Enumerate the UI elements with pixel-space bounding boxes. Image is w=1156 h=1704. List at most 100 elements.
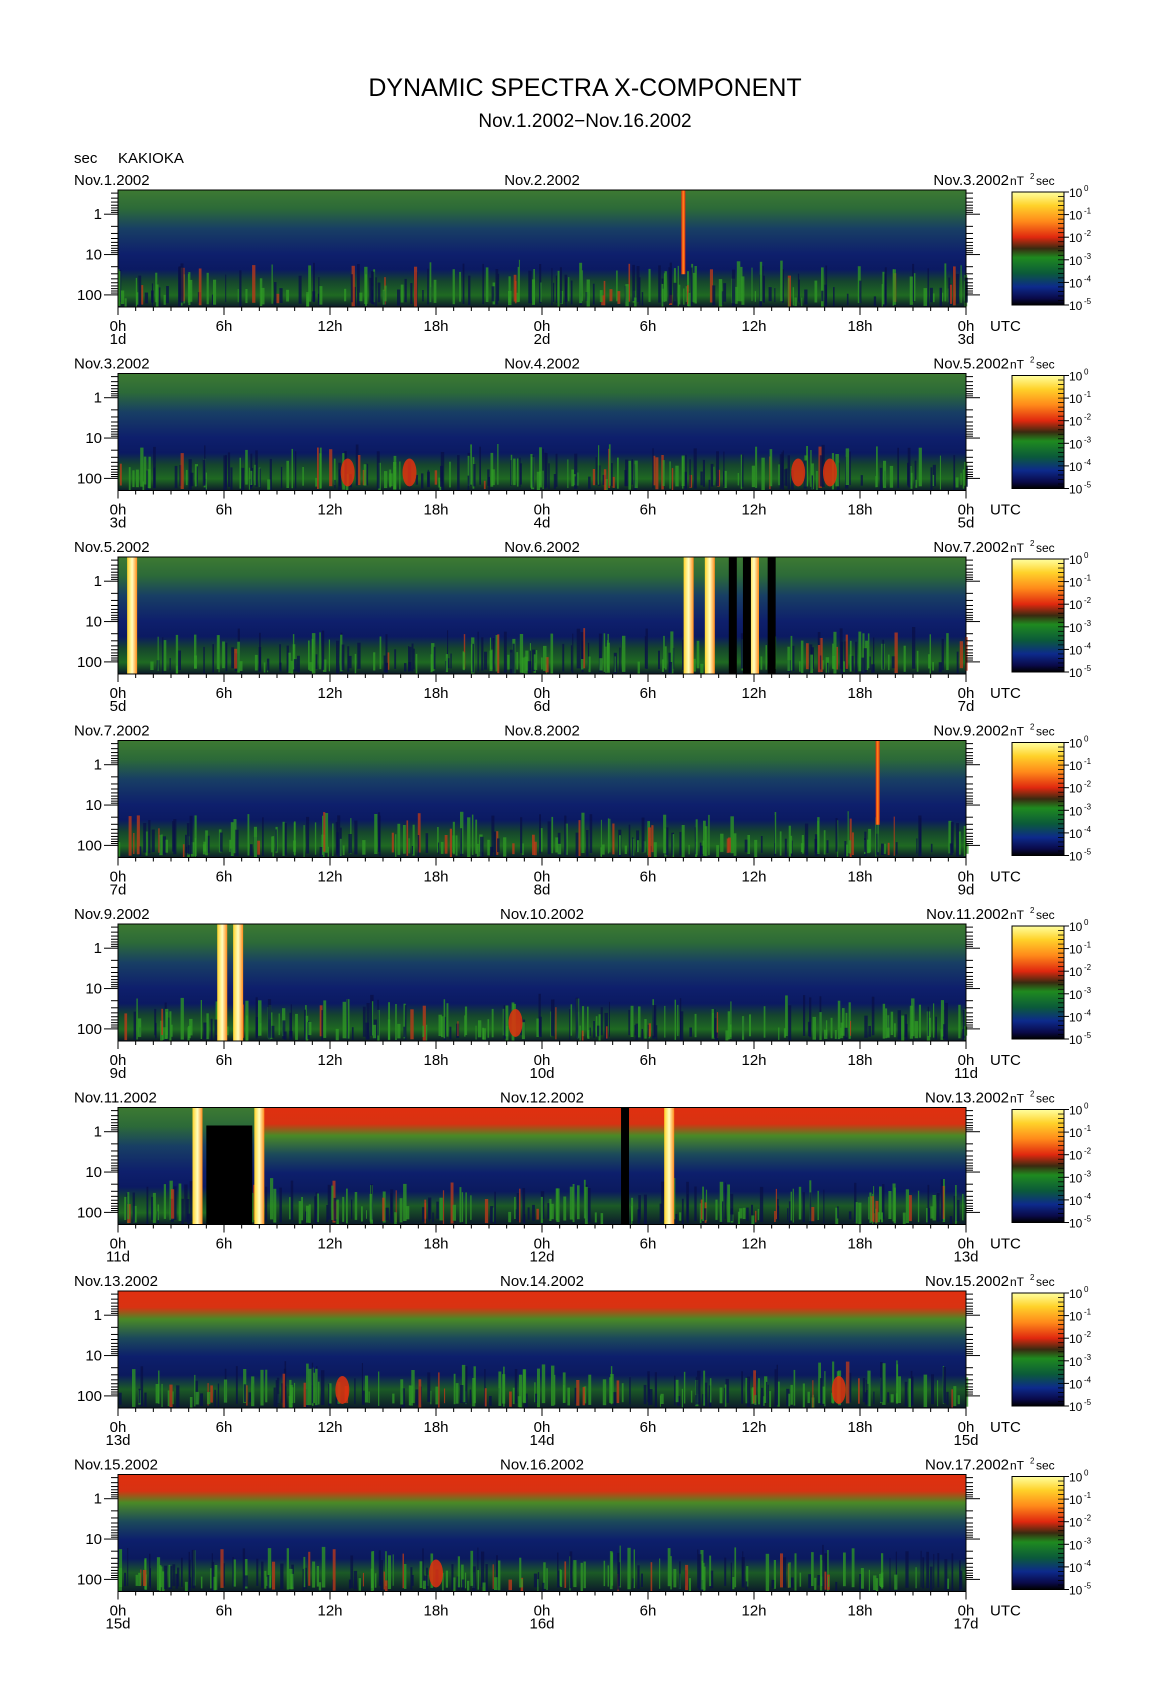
colorbar-tick-exp: 0: [1084, 368, 1089, 377]
y-tick-label: 10: [85, 1531, 102, 1548]
y-axis-panel-8: 1 10 100: [77, 1477, 980, 1588]
colorbar-tick-exp: 0: [1084, 918, 1089, 927]
y-axis-panel-6: 1 10 100: [77, 1110, 980, 1221]
x-tick-label: 12h: [317, 1236, 342, 1253]
noise-texture: [124, 993, 968, 1041]
colorbar-tick-base: 10: [1069, 621, 1083, 635]
colorbar-tick-exp: -1: [1084, 941, 1092, 950]
colorbar-tick-base: 10: [1069, 965, 1083, 979]
x-tick-label: 12h: [317, 502, 342, 519]
colorbar-tick-exp: 0: [1084, 551, 1089, 560]
y-tick-label: 100: [77, 287, 102, 304]
colorbar-tick-base: 10: [1069, 231, 1083, 245]
x-tick-label: 12h: [317, 1419, 342, 1436]
x-tick-label: 18h: [423, 1052, 448, 1069]
spectrogram-panel-2: [117, 373, 968, 491]
svg-text:2: 2: [1030, 723, 1035, 732]
panel-5-start-date: Nov.9.2002: [74, 906, 150, 923]
panel-6-start-date: Nov.11.2002: [74, 1090, 157, 1107]
x-tick-label: 6h: [216, 1052, 233, 1069]
spectrogram-panel-4: [117, 740, 969, 858]
x-tick-label: 12h: [317, 1052, 342, 1069]
colorbar-tick-base: 10: [1069, 276, 1083, 290]
x-tick-label: 18h: [423, 502, 448, 519]
spectrogram-background: [118, 190, 966, 307]
y-tick-label: 1: [94, 757, 102, 774]
colorbar-tick-base: 10: [1069, 920, 1083, 934]
x-tick-label: 18h: [423, 318, 448, 335]
colorbar-tick-exp: -3: [1084, 1169, 1092, 1178]
panel-7-start-date: Nov.13.2002: [74, 1273, 158, 1290]
x-tick-label: 0h: [110, 1052, 127, 1069]
spectral-event-storm: [192, 1107, 203, 1225]
spectrogram-panel-8: [117, 1474, 967, 1592]
colorbar-tick-base: 10: [1069, 415, 1083, 429]
x-axis-label: UTC: [990, 502, 1021, 519]
day-label: 11d: [106, 1249, 130, 1266]
colorbar-tick-base: 10: [1069, 1584, 1083, 1598]
panel-8-mid-date: Nov.16.2002: [500, 1457, 584, 1474]
day-label: 3d: [110, 515, 127, 532]
x-tick-label: 12h: [741, 1603, 766, 1620]
noise-texture: [118, 1544, 963, 1592]
day-label: 13d: [953, 1249, 978, 1266]
x-tick-label: 0h: [958, 869, 975, 886]
colorbar-tick-base: 10: [1069, 1355, 1083, 1369]
colorbar-tick-base: 10: [1069, 1561, 1083, 1575]
day-label: 4d: [534, 515, 551, 532]
noise-texture: [118, 1360, 969, 1408]
day-label: 12d: [529, 1249, 554, 1266]
svg-text:2: 2: [1030, 356, 1035, 365]
colorbar-tick-exp: -3: [1084, 1353, 1092, 1362]
svg-text:sec: sec: [1036, 358, 1055, 372]
x-axis-panel-1: 0h 6h 12h 18h 0h 6h 12h 18h 0h UTC 1d 2d 3d: [110, 307, 1021, 348]
x-tick-label: 6h: [216, 318, 233, 335]
svg-text:sec: sec: [1036, 725, 1055, 739]
colorbar-tick-exp: 0: [1084, 1285, 1089, 1294]
panel-1-start-date: Nov.1.2002: [74, 172, 150, 189]
colorbar-tick-exp: -4: [1084, 1008, 1092, 1017]
colorbar-tick-base: 10: [1069, 666, 1083, 680]
colorbar-tick-base: 10: [1069, 392, 1083, 406]
colorbar-tick-base: 10: [1069, 553, 1083, 567]
spectral-event-spike: [681, 190, 686, 275]
x-tick-label: 0h: [958, 502, 975, 519]
x-tick-label: 18h: [423, 685, 448, 702]
colorbar-tick-base: 10: [1069, 1400, 1083, 1414]
colorbar-tick-exp: -4: [1084, 1192, 1092, 1201]
y-tick-label: 100: [77, 1388, 102, 1405]
panel-2-end-date: Nov.5.2002: [933, 356, 1009, 373]
day-label: 2d: [534, 331, 551, 348]
colorbar-scale: [1011, 558, 1065, 673]
y-axis-panel-4: 1 10 100: [77, 743, 980, 854]
station-label: KAKIOKA: [118, 150, 184, 167]
panel-7-mid-date: Nov.14.2002: [500, 1273, 584, 1290]
x-tick-label: 12h: [741, 869, 766, 886]
colorbar-tick-base: 10: [1069, 186, 1083, 200]
data-gap: [206, 1125, 253, 1225]
svg-text:nT: nT: [1010, 1459, 1025, 1473]
panel-2-mid-date: Nov.4.2002: [504, 356, 580, 373]
svg-text:sec: sec: [1036, 541, 1055, 555]
day-label: 13d: [105, 1432, 130, 1449]
svg-text:nT: nT: [1010, 725, 1025, 739]
x-tick-label: 0h: [958, 1419, 975, 1436]
y-tick-label: 1: [94, 390, 102, 407]
day-label: 7d: [110, 882, 127, 899]
x-tick-label: 12h: [317, 318, 342, 335]
colorbar-tick-exp: -2: [1084, 963, 1092, 972]
day-label: 9d: [110, 1065, 127, 1082]
colorbar-tick-exp: 0: [1084, 184, 1089, 193]
spectrogram-panel-6: [117, 1107, 967, 1225]
day-label: 5d: [958, 515, 975, 532]
colorbar-tick-base: 10: [1069, 988, 1083, 1002]
x-axis-panel-7: 0h 6h 12h 18h 0h 6h 12h 18h 0h UTC 13d 14d 15d: [105, 1408, 1021, 1449]
spectral-event-blob: [335, 1376, 350, 1404]
y-tick-label: 100: [77, 1571, 102, 1588]
colorbar-tick-exp: -2: [1084, 596, 1092, 605]
x-axis-label: UTC: [990, 1052, 1021, 1069]
noise-texture: [118, 259, 968, 307]
x-axis-label: UTC: [990, 1603, 1021, 1620]
